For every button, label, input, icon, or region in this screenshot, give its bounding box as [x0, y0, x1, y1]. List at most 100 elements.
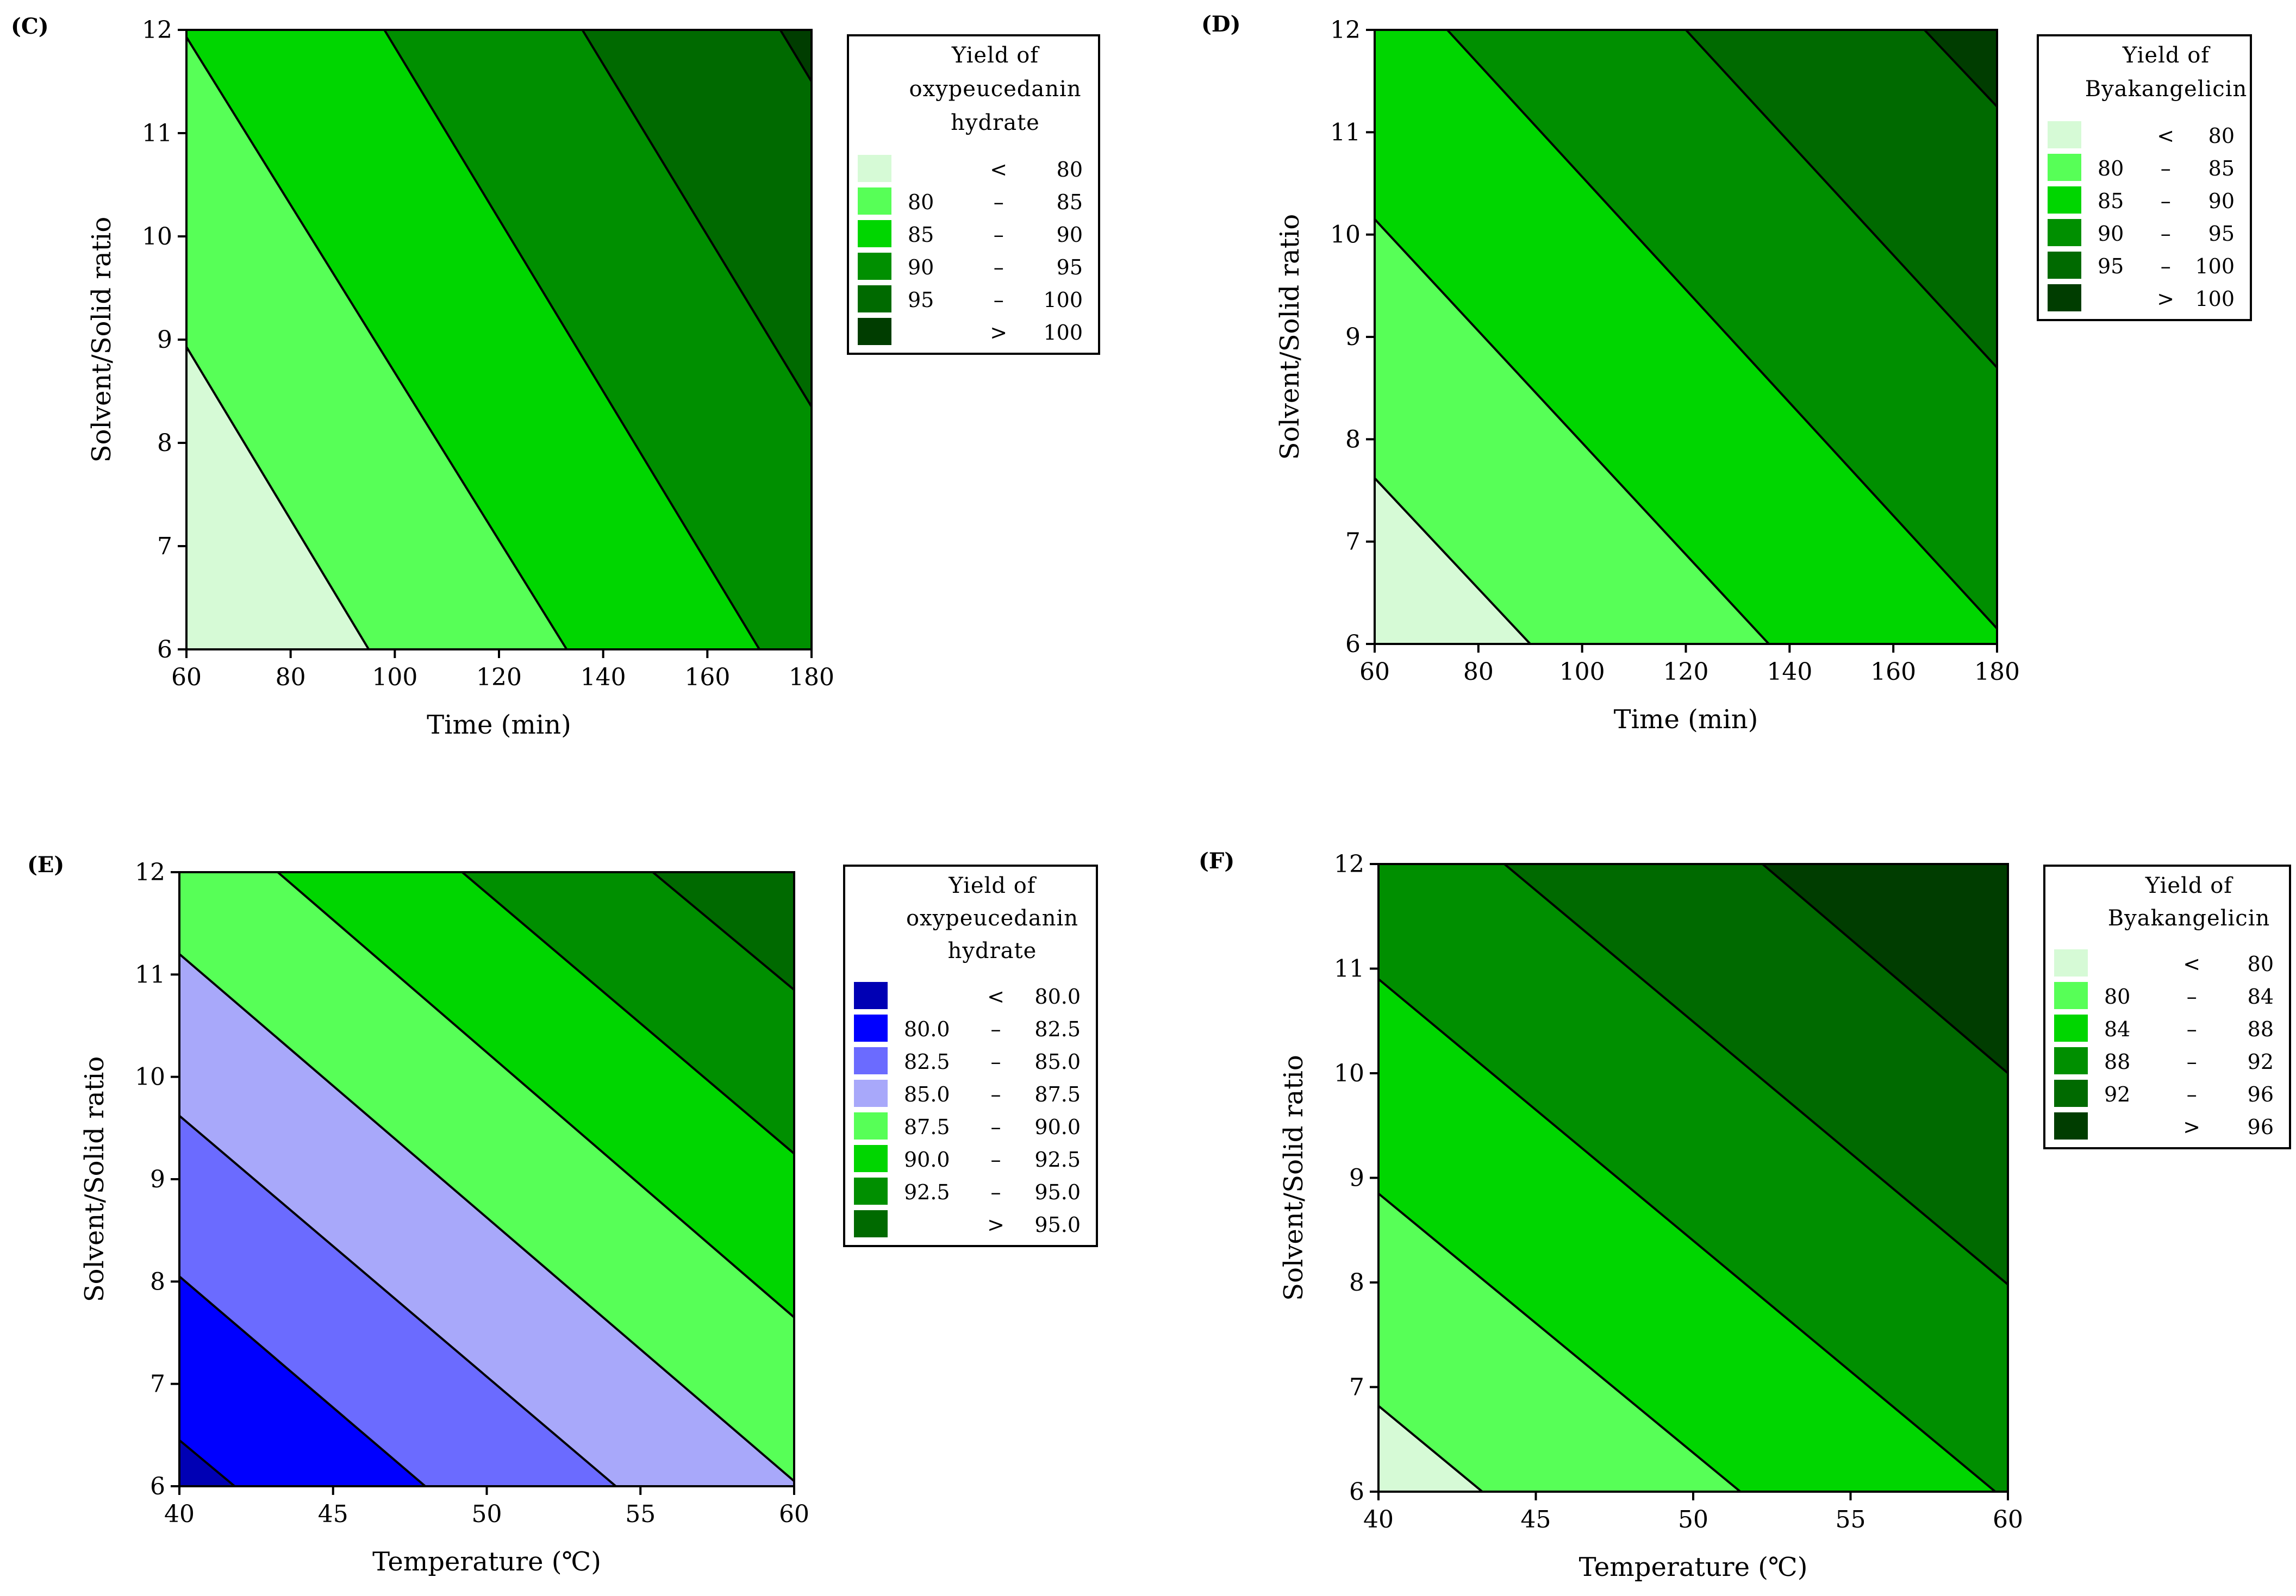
legend: Yield of oxypeucedanin hydrate < 80.0 80.0 – 82…: [843, 865, 1098, 1247]
legend-range-high: 95.0: [1034, 1180, 1081, 1204]
legend-range-low: 95: [908, 288, 934, 312]
x-tick-label: 80: [276, 664, 306, 691]
contour-line-90: [383, 30, 760, 649]
y-tick-label: 6: [1345, 630, 1361, 658]
legend-title-line: Yield of: [948, 873, 1037, 898]
y-tick-label: 11: [142, 120, 172, 147]
legend-swatch: [854, 1047, 888, 1074]
legend-range-high: 80: [2208, 124, 2235, 148]
panel-label: (F): [1199, 848, 1234, 874]
x-tick-label: 100: [372, 664, 417, 691]
legend-range-separator: –: [994, 288, 1004, 312]
chart-panel-d: 60 80 100 120 140 160 180 6 7 8 9 10 11 12 Time (min) S…: [1201, 11, 2252, 735]
contour-line-82.5: [179, 1275, 426, 1486]
x-tick-label: 160: [684, 664, 730, 691]
contour-line-85: [179, 1115, 617, 1486]
y-tick-label: 8: [1345, 425, 1361, 453]
x-tick-label: 40: [164, 1500, 195, 1528]
x-tick-label: 180: [1974, 658, 2020, 686]
legend-swatch: [2054, 1112, 2088, 1140]
legend-swatch: [854, 1210, 888, 1237]
x-tick-label: 45: [318, 1500, 348, 1528]
legend-title-line: oxypeucedanin: [909, 77, 1081, 102]
x-tick-label: 80: [1463, 658, 1494, 686]
x-tick-label: 140: [581, 664, 626, 691]
legend-swatch: [858, 187, 891, 215]
legend-swatch: [854, 982, 888, 1009]
legend-range-high: 100: [2195, 287, 2235, 311]
legend-range-high: 80.0: [1034, 985, 1081, 1009]
y-tick-label: 10: [1330, 221, 1361, 249]
legend-range-low: 90: [2098, 222, 2124, 246]
legend-swatch: [854, 1145, 888, 1172]
legend-swatch: [854, 1015, 888, 1042]
legend-swatch: [858, 155, 891, 182]
legend-swatch: [2048, 284, 2081, 311]
y-tick-label: 9: [157, 326, 172, 354]
contour-line-80: [1378, 1405, 1483, 1492]
legend-range-separator: –: [2161, 189, 2171, 213]
contour-line-80: [1375, 477, 1531, 644]
legend-range-separator: <: [987, 985, 1004, 1009]
contour-line-90: [277, 872, 794, 1318]
legend-range-low: 92: [2104, 1082, 2130, 1106]
y-axis-title: Solvent/Solid ratio: [1278, 1055, 1309, 1301]
legend-range-separator: –: [991, 1148, 1001, 1172]
chart-panel-f: 40 45 50 55 60 6 7 8 9 10 11 12 Temperature (℃) Solve…: [1199, 848, 2291, 1582]
legend-range-separator: –: [991, 1115, 1001, 1139]
y-tick-label: 6: [1349, 1478, 1364, 1506]
legend-range-separator: –: [991, 1082, 1001, 1106]
legend-range-high: 96: [2248, 1115, 2274, 1139]
contour-line-88: [1378, 978, 1996, 1492]
contour-line-80: [186, 346, 370, 649]
legend-swatch: [2054, 949, 2088, 977]
plot-area: [1375, 30, 1997, 644]
legend-swatch: [2054, 1080, 2088, 1107]
panel-label: (C): [11, 14, 49, 39]
x-tick-label: 160: [1870, 658, 1916, 686]
legend-range-high: 90: [1057, 223, 1083, 247]
x-tick-label: 60: [171, 664, 202, 691]
y-tick-label: 10: [142, 223, 172, 251]
legend-range-separator: –: [2161, 157, 2171, 180]
y-tick-label: 9: [1345, 323, 1361, 351]
x-tick-label: 120: [476, 664, 522, 691]
y-tick-label: 12: [1334, 850, 1364, 878]
y-tick-label: 10: [1334, 1060, 1364, 1087]
legend-title-line: hydrate: [951, 110, 1040, 135]
legend-range-high: 85.0: [1034, 1050, 1081, 1074]
legend-range-low: 87.5: [904, 1115, 950, 1139]
y-tick-label: 8: [1349, 1269, 1364, 1297]
legend-range-separator: >: [2183, 1115, 2200, 1139]
y-tick-label: 11: [1334, 955, 1364, 983]
legend-range-high: 90.0: [1034, 1115, 1081, 1139]
legend-range-high: 80: [2248, 952, 2274, 976]
y-tick-label: 6: [150, 1473, 165, 1500]
legend-range-low: 80: [2098, 157, 2124, 180]
chart-panel-c: 60 80 100 120 140 160 180 6 7 8 9 10 11 12 Time (min) S…: [11, 14, 1100, 740]
legend-range-separator: –: [2187, 985, 2197, 1009]
y-tick-label: 7: [1345, 528, 1361, 556]
panel-label: (D): [1201, 11, 1241, 37]
legend-range-high: 95: [2208, 222, 2235, 246]
contour-line-80: [179, 1439, 236, 1486]
contour-line-87.5: [179, 953, 794, 1482]
legend-range-high: 95: [1057, 255, 1083, 279]
legend-title-line: Yield of: [951, 43, 1040, 68]
legend-range-separator: <: [990, 158, 1007, 181]
x-axis-title: Temperature (℃): [372, 1547, 601, 1577]
x-tick-label: 50: [1678, 1506, 1708, 1534]
legend-range-high: 88: [2248, 1017, 2274, 1041]
legend-swatch: [2048, 252, 2081, 279]
legend-swatch: [858, 285, 891, 312]
legend-title-line: oxypeucedanin: [906, 906, 1078, 931]
legend-range-high: 100: [2195, 254, 2235, 278]
legend-range-low: 85.0: [904, 1082, 950, 1106]
legend-range-high: 84: [2248, 985, 2274, 1009]
legend-range-low: 85: [908, 223, 934, 247]
legend-range-high: 92: [2248, 1050, 2274, 1074]
legend-range-high: 82.5: [1034, 1017, 1081, 1041]
y-tick-label: 9: [1349, 1165, 1364, 1192]
plot-area: [1378, 864, 2008, 1492]
